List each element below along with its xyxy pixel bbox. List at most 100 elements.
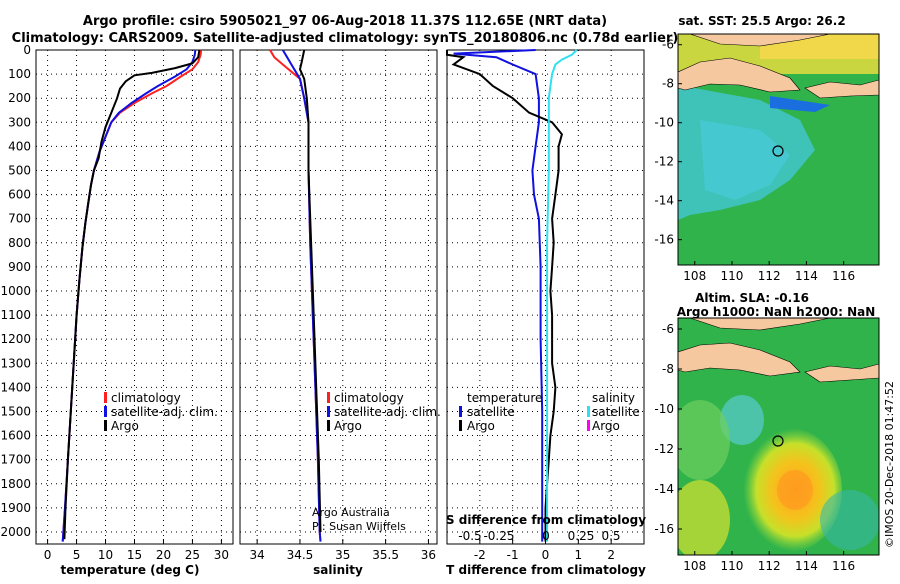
salinity-grid: [240, 49, 437, 544]
legend-temperature-title: temperature: [467, 391, 542, 405]
legend-swatch-satellite: [104, 406, 107, 417]
x-tick-label: 15: [127, 548, 142, 562]
depth-tick-label: 900: [8, 260, 31, 274]
map-x-tick-label: 114: [795, 269, 818, 283]
x-tick-label: -2: [474, 548, 486, 562]
argo-position-marker: [772, 145, 784, 157]
salinity-series: [269, 49, 322, 542]
map-y-tick-label: -6: [662, 322, 674, 336]
depth-tick-label: 500: [8, 163, 31, 177]
s-diff-tick-label: 0.5: [601, 529, 620, 543]
legend-satellite: satellite-adj. clim.: [111, 405, 218, 419]
salinity-panel: 34 34.5 35 35.5 36 salinity climatology sate…: [239, 49, 441, 577]
sla-map-yticks: -6 -8 -10 -12 -14 -16: [654, 322, 682, 536]
x-tick-label: 34.5: [287, 548, 314, 562]
sla-map: Altim. SLA: -0.16 Argo h1000: NaN h2000:…: [654, 291, 880, 573]
x-tick-label: 2: [607, 548, 615, 562]
salinity-legend: climatology satellite-adj. clim. Argo: [327, 391, 441, 433]
depth-tick-label: 800: [8, 236, 31, 250]
legend-swatch-s-argo: [587, 420, 590, 431]
x-tick-label: 35.5: [372, 548, 399, 562]
depth-tick-label: 1700: [0, 453, 31, 467]
legend-swatch-satellite: [327, 406, 330, 417]
sst-map-xticks: 108 110 112 114 116: [683, 261, 855, 283]
depth-tick-label: 400: [8, 139, 31, 153]
map-y-tick-label: -14: [654, 194, 674, 208]
legend-swatch-climatology: [327, 392, 330, 403]
sst-map-frame: [677, 33, 880, 266]
s-difference-label: S difference from climatology: [446, 513, 646, 527]
x-tick-label: 10: [98, 548, 113, 562]
depth-tick-label: 1900: [0, 501, 31, 515]
depth-tick-label: 1100: [0, 308, 31, 322]
map-x-tick-label: 112: [758, 269, 781, 283]
series-line-t-argo: [446, 50, 564, 542]
legend-swatch-s-satellite: [587, 406, 590, 417]
legend-swatch-t-satellite: [459, 406, 462, 417]
sst-map-yticks: -6 -8 -10 -12 -14 -16: [654, 38, 682, 247]
map-y-tick-label: -8: [662, 362, 674, 376]
series-line-argo: [298, 49, 322, 533]
depth-tick-label: 600: [8, 188, 31, 202]
temperature-panel: 0 5 10 15 20 25 30 temperature (deg C) climato…: [35, 49, 234, 577]
s-diff-tick-label: 0.25: [568, 529, 595, 543]
sst-map-title: sat. SST: 25.5 Argo: 26.2: [678, 14, 845, 28]
legend-climatology: climatology: [334, 391, 404, 405]
depth-tick-label: 1600: [0, 429, 31, 443]
legend-salinity-title: salinity: [592, 391, 635, 405]
depth-tick-label: 100: [8, 67, 31, 81]
map-x-tick-label: 114: [795, 559, 818, 573]
map-y-tick-label: -6: [662, 38, 674, 52]
depth-tick-label: 200: [8, 91, 31, 105]
difference-legend-right: salinity satellite Argo: [587, 391, 640, 433]
x-tick-label: 5: [73, 548, 81, 562]
depth-axis: 0 100 200 300 400 500 600 700 800 900 1000 1100 1200…: [0, 43, 31, 539]
salinity-xlabel: salinity: [313, 563, 363, 577]
x-tick-label: 0: [542, 548, 550, 562]
s-diff-tick-label: -0.5: [458, 529, 481, 543]
difference-frame: [446, 49, 645, 545]
series-line-satellite-adj-clim-: [281, 49, 322, 542]
legend-argo: Argo: [111, 419, 139, 433]
difference-grid: [447, 49, 644, 544]
series-line-t-satellite: [453, 49, 544, 542]
temperature-xlabel: temperature (deg C): [61, 563, 200, 577]
map-y-tick-label: -14: [654, 482, 674, 496]
depth-tick-label: 1500: [0, 404, 31, 418]
x-tick-label: 1: [575, 548, 583, 562]
difference-legend-left: temperature satellite Argo: [459, 391, 542, 433]
s-diff-tick-label: 0: [542, 529, 550, 543]
legend-argo: Argo: [334, 419, 362, 433]
depth-tick-label: 0: [23, 43, 31, 57]
x-tick-label: 34: [249, 548, 264, 562]
temperature-xticks: 0 5 10 15 20 25 30: [44, 539, 229, 562]
series-line-s-satellite: [546, 49, 578, 542]
argo-position-marker: [772, 435, 784, 447]
depth-tick-label: 2000: [0, 525, 31, 539]
difference-s-xticks: -0.5 -0.25 0 0.25 0.5: [458, 529, 620, 543]
x-tick-label: -1: [507, 548, 519, 562]
map-x-tick-label: 112: [758, 559, 781, 573]
sla-map-title1: Altim. SLA: -0.16: [695, 291, 809, 305]
depth-tick-label: 1300: [0, 356, 31, 370]
sla-map-xticks: 108 110 112 114 116: [683, 551, 855, 573]
difference-xlabel: T difference from climatology: [446, 563, 646, 577]
difference-xticks: -2 -1 0 1 2: [474, 539, 615, 562]
map-y-tick-label: -12: [654, 442, 674, 456]
map-x-tick-label: 108: [683, 559, 706, 573]
sst-map-field: [678, 34, 879, 265]
depth-tick-label: 300: [8, 115, 31, 129]
legend-t-argo: Argo: [467, 419, 495, 433]
x-tick-label: 0: [44, 548, 52, 562]
map-x-tick-label: 110: [721, 269, 744, 283]
salinity-xticks: 34 34.5 35 35.5 36: [249, 539, 436, 562]
map-x-tick-label: 116: [832, 559, 855, 573]
difference-panel: -2 -1 0 1 2 -0.5 -0.25 0 0.25 0.5 S difference f…: [446, 49, 646, 577]
sla-map-title2: Argo h1000: NaN h2000: NaN: [677, 305, 876, 319]
temperature-series: [61, 49, 203, 542]
x-tick-label: 30: [214, 548, 229, 562]
legend-swatch-argo: [327, 420, 330, 431]
salinity-frame: [239, 49, 438, 545]
sla-map-frame: [677, 317, 880, 556]
legend-satellite: satellite-adj. clim.: [334, 405, 441, 419]
